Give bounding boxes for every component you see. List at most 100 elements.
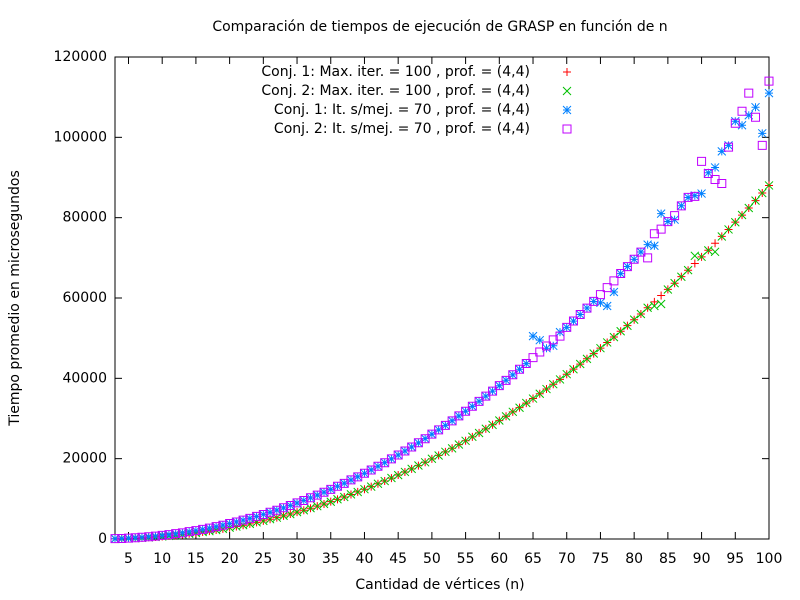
- point: [434, 425, 444, 435]
- point: [515, 364, 525, 374]
- point: [535, 347, 545, 357]
- point: [629, 254, 639, 264]
- x-axis-label: Cantidad de vértices (n): [355, 577, 524, 593]
- point: [467, 432, 477, 442]
- point: [447, 443, 457, 453]
- point: [454, 411, 464, 421]
- point: [481, 424, 491, 434]
- x-tick-label: 10: [153, 551, 171, 567]
- point: [339, 492, 349, 502]
- point: [535, 335, 545, 345]
- point: [346, 475, 356, 485]
- x-tick-label: 80: [625, 551, 643, 567]
- point: [265, 507, 275, 517]
- point: [407, 442, 417, 452]
- point: [711, 239, 720, 248]
- point: [225, 519, 234, 528]
- point: [730, 217, 740, 227]
- point: [751, 112, 761, 122]
- point: [636, 247, 646, 257]
- point: [656, 209, 666, 219]
- point: [299, 496, 309, 506]
- point: [380, 458, 390, 468]
- point: [609, 332, 619, 342]
- point: [272, 505, 282, 515]
- point: [454, 440, 464, 449]
- point: [757, 188, 767, 198]
- legend-label: Conj. 1: It. s/mej. = 70 , prof. = (4,4): [274, 102, 530, 118]
- point: [258, 510, 268, 519]
- point: [683, 192, 693, 202]
- point: [703, 168, 713, 178]
- point: [744, 88, 754, 98]
- point: [326, 497, 336, 507]
- point: [232, 517, 241, 527]
- point: [420, 457, 430, 467]
- point: [366, 482, 376, 492]
- point: [764, 76, 774, 86]
- point: [508, 370, 518, 380]
- point: [710, 247, 720, 257]
- point: [373, 461, 383, 471]
- point: [252, 512, 261, 521]
- point: [353, 472, 363, 482]
- point: [751, 196, 760, 205]
- point: [764, 181, 774, 190]
- point: [494, 416, 504, 425]
- point: [447, 416, 457, 426]
- point: [494, 381, 504, 391]
- point: [137, 532, 147, 542]
- point: [272, 505, 282, 515]
- y-tick-label: 60000: [62, 290, 107, 306]
- point: [312, 490, 322, 500]
- legend-marker: [563, 68, 571, 76]
- point: [481, 391, 491, 401]
- point: [568, 316, 578, 326]
- point: [703, 168, 713, 178]
- point: [602, 338, 612, 347]
- point: [319, 487, 329, 497]
- point: [737, 210, 747, 220]
- point: [548, 341, 558, 351]
- point: [306, 493, 315, 503]
- point: [360, 484, 369, 494]
- point: [575, 309, 585, 319]
- point: [649, 229, 659, 239]
- point: [414, 461, 423, 470]
- point: [359, 468, 369, 478]
- point: [279, 503, 289, 513]
- x-tick-label: 75: [592, 551, 610, 567]
- point: [488, 386, 498, 396]
- x-tick-label: 95: [726, 551, 744, 567]
- point: [555, 375, 565, 384]
- y-tick-label: 40000: [62, 370, 107, 386]
- point: [326, 485, 336, 494]
- point: [751, 102, 760, 112]
- point: [535, 389, 545, 399]
- point: [717, 147, 727, 156]
- point: [542, 384, 551, 394]
- point: [150, 531, 160, 541]
- point: [326, 484, 336, 494]
- legend-label: Conj. 1: Max. iter. = 100 , prof. = (4,4…: [261, 64, 530, 80]
- point: [211, 522, 221, 532]
- point: [333, 494, 342, 504]
- point: [211, 522, 221, 532]
- point: [164, 530, 174, 539]
- x-tick-label: 20: [221, 551, 239, 567]
- point: [724, 142, 734, 152]
- point: [656, 299, 666, 309]
- point: [434, 425, 443, 435]
- point: [312, 490, 322, 500]
- point: [353, 472, 363, 482]
- point: [717, 179, 727, 189]
- point: [710, 175, 720, 185]
- point: [339, 478, 349, 488]
- point: [124, 533, 133, 543]
- x-tick-label: 15: [187, 551, 205, 567]
- point: [467, 402, 477, 411]
- point: [724, 225, 733, 234]
- point: [171, 529, 181, 539]
